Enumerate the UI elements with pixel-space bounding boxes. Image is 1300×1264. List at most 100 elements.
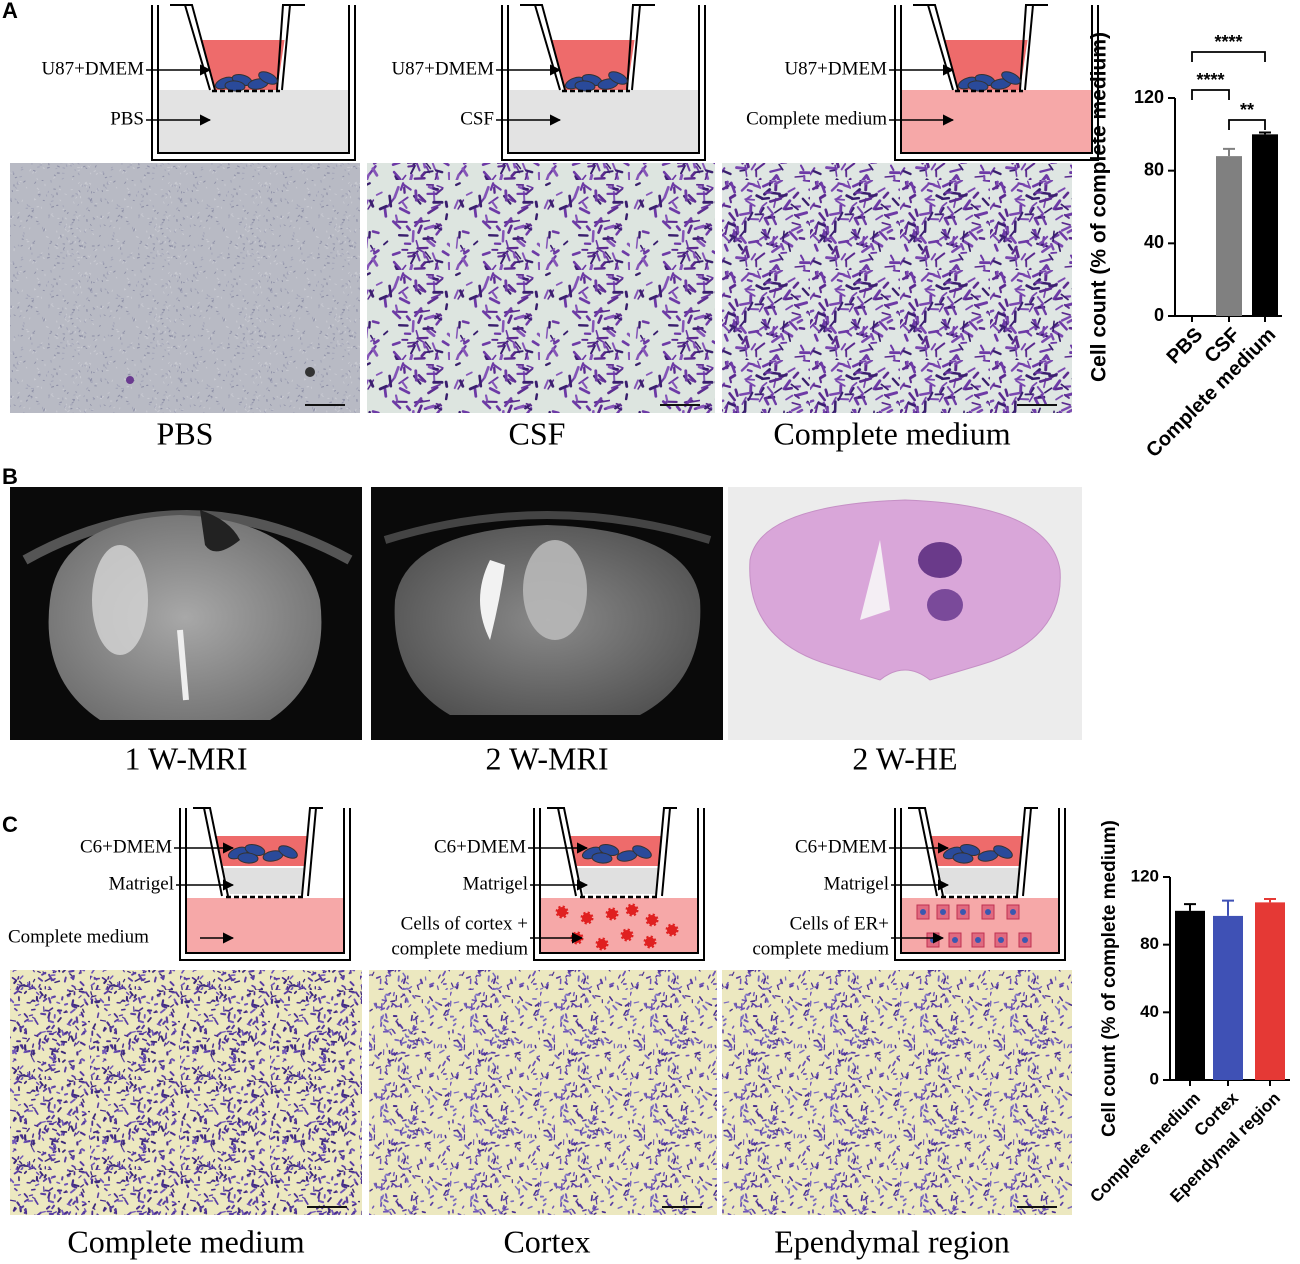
well [179,808,351,961]
diagram-label: C6+DMEM [795,836,887,857]
cell [632,845,652,859]
bar [1216,156,1242,316]
cell [1001,71,1021,85]
well-inner [185,808,345,954]
nucleus [960,909,966,915]
cell [278,845,298,859]
significance-label: ** [1240,100,1254,120]
panel-letter: C [2,812,18,837]
insert [908,807,1038,897]
significance-label: **** [1214,32,1242,52]
diagram-label: CSF [460,108,494,129]
panel-letter: A [2,0,18,23]
y-tick-label: 0 [1154,305,1164,325]
y-tick-label: 0 [1150,1069,1159,1088]
cell [224,80,246,92]
caption: 2 W-HE [852,740,957,776]
bar [1252,134,1278,316]
y-tick-label: 40 [1140,1002,1159,1021]
micrograph [369,970,717,1215]
error-bar [1223,147,1235,157]
diagram-label: Matrigel [463,873,528,894]
bar [1213,915,1243,1080]
micrograph [722,163,1072,413]
well [151,5,356,161]
panel-letter: B [2,464,18,489]
nucleus [1022,937,1028,943]
caption: 2 W-MRI [486,740,609,776]
insert [520,4,655,91]
diagram-label: U87+DMEM [784,58,887,79]
debris [126,376,134,384]
diagram-label: complete medium [752,938,889,959]
lower-chamber [158,90,349,153]
matrigel [938,868,1019,894]
micrograph [10,970,362,1215]
cell [993,845,1013,859]
y-tick-label: 40 [1144,232,1164,252]
cell [237,852,259,864]
neuron [555,905,569,919]
insert [913,4,1048,91]
cell [591,852,613,864]
y-axis-label: Cell count (% of complete medium) [1099,820,1120,1137]
diagram-label: Complete medium [746,108,887,129]
mri-image [371,487,723,740]
nucleus [975,937,981,943]
nucleus [952,937,958,943]
nucleus [998,937,1004,943]
well [894,5,1099,161]
histology-image [728,487,1082,740]
debris [305,367,315,377]
nucleus [1010,909,1016,915]
y-tick-label: 120 [1131,866,1159,885]
caption: Cortex [503,1223,590,1259]
y-axis-label: Cell count (% of complete medium) [1088,32,1111,382]
diagram-label: Cells of ER+ [790,913,889,934]
diagram-label: C6+DMEM [80,836,172,857]
well [501,5,706,161]
nucleus [920,909,926,915]
insert [170,4,305,91]
diagram-label: U87+DMEM [41,58,144,79]
caption: Complete medium [773,415,1010,451]
cell [574,80,596,92]
significance-bracket [1191,51,1266,62]
error-bar [1264,897,1276,903]
well [533,808,705,961]
neuron [643,935,657,949]
diagram-label: U87+DMEM [391,58,494,79]
bar [1255,902,1285,1080]
well-inner [507,5,700,154]
neuron [605,907,619,921]
neuron [625,903,639,917]
insert [193,807,323,897]
diagram-label: Matrigel [109,873,174,894]
y-tick-label: 120 [1134,87,1164,107]
diagram-label: Matrigel [824,873,889,894]
cell [967,80,989,92]
neuron [595,937,609,951]
bar [1175,910,1205,1080]
caption: 1 W-MRI [125,740,248,776]
caption: CSF [509,415,566,451]
micrograph [722,970,1072,1215]
nucleus [985,909,991,915]
lower-chamber [901,90,1092,153]
matrigel [223,868,304,894]
neuron [620,928,634,942]
micrograph [10,163,360,413]
x-tick-label: PBS [1163,324,1208,369]
lower-chamber [186,898,344,953]
significance-bracket [1228,119,1266,130]
well [894,808,1066,961]
well-inner [900,5,1093,154]
caption: Ependymal region [774,1223,1009,1259]
mri-image [10,487,362,740]
caption: Complete medium [67,1223,304,1259]
diagram-label: C6+DMEM [434,836,526,857]
nucleus [940,909,946,915]
caption: PBS [157,415,214,451]
matrigel [577,868,658,894]
